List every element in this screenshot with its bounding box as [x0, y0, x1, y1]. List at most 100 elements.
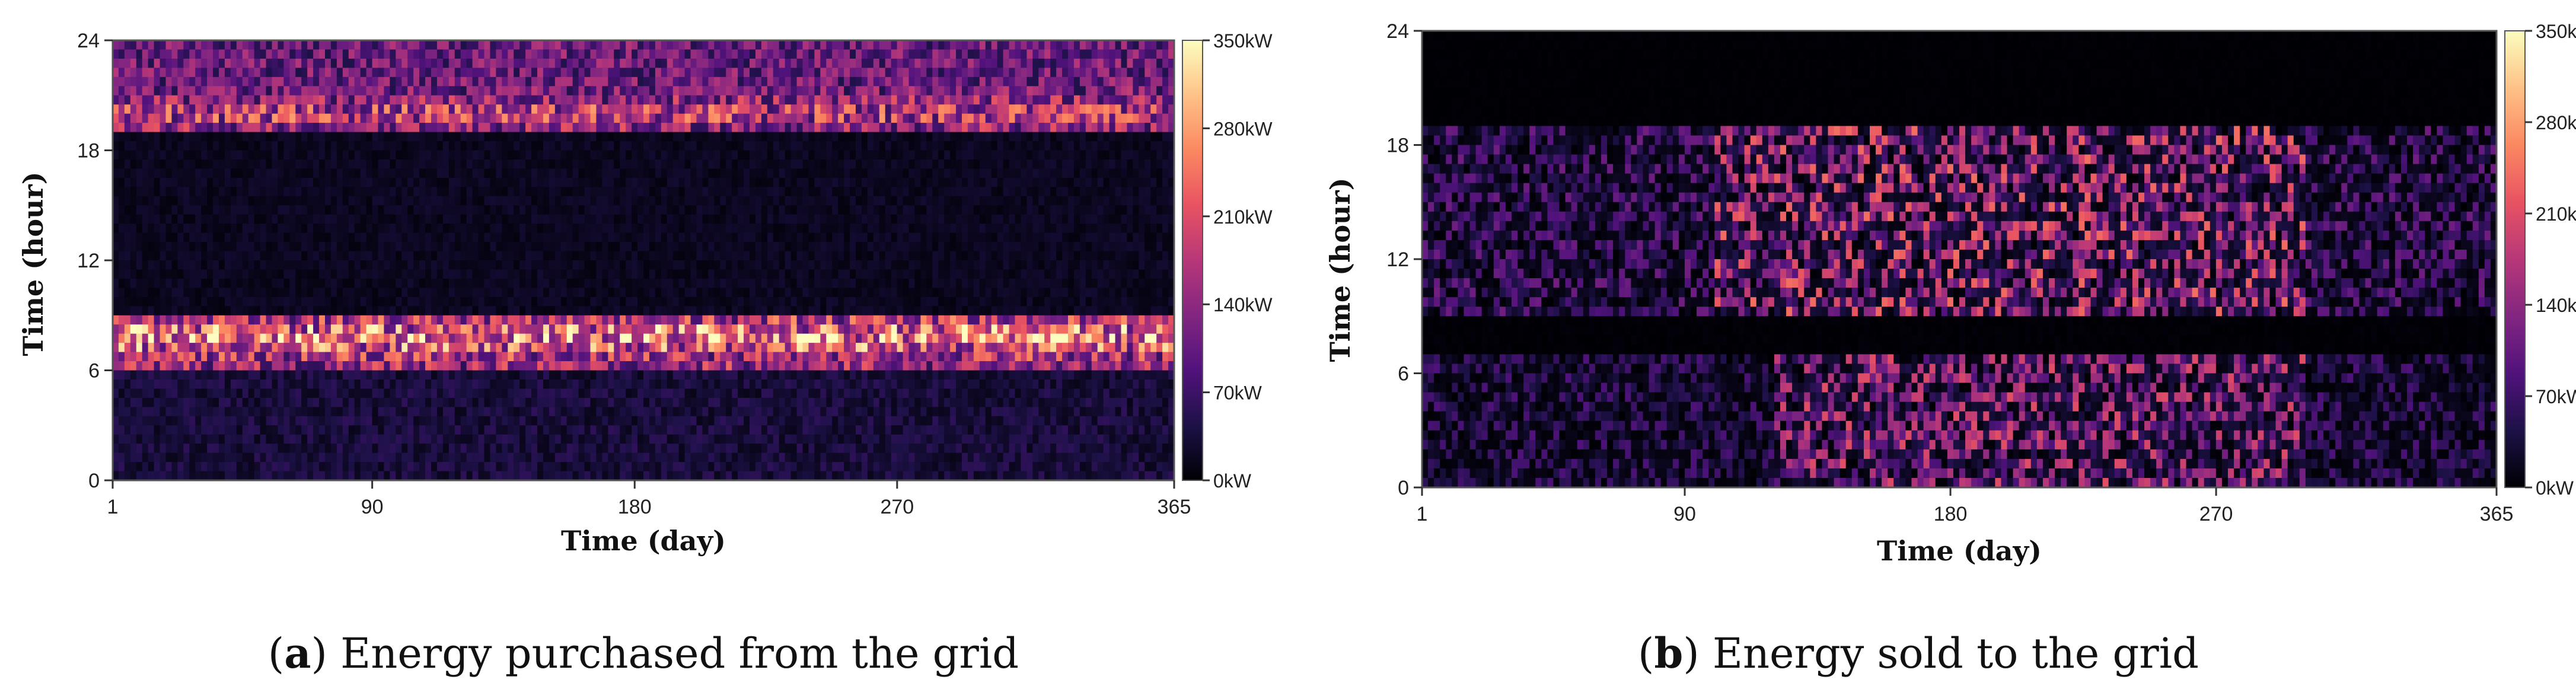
heatmap-cell: [566, 444, 573, 454]
heatmap-cell: [596, 297, 602, 307]
heatmap-cell: [260, 278, 267, 288]
heatmap-cell: [667, 297, 674, 307]
heatmap-cell: [183, 232, 190, 243]
heatmap-cell: [678, 324, 686, 334]
heatmap-cell: [183, 397, 190, 407]
heatmap-cell: [514, 76, 520, 87]
heatmap-cell: [560, 361, 568, 371]
heatmap-cell: [714, 343, 720, 353]
heatmap-cell: [684, 86, 691, 96]
heatmap-cell: [690, 260, 697, 270]
heatmap-cell: [130, 123, 137, 133]
heatmap-cell: [130, 471, 137, 481]
heatmap-cell: [584, 168, 591, 178]
heatmap-cell: [148, 471, 155, 481]
heatmap-cell: [348, 86, 355, 96]
heatmap-cell: [696, 288, 703, 298]
heatmap-cell: [560, 425, 568, 435]
heatmap-cell: [519, 388, 526, 398]
heatmap-cell: [436, 141, 444, 151]
heatmap-cell: [478, 361, 485, 371]
heatmap-cell: [614, 315, 620, 325]
heatmap-cell: [608, 159, 614, 170]
heatmap-cell: [213, 315, 219, 325]
heatmap-cell: [442, 388, 449, 398]
heatmap-cell: [354, 40, 361, 50]
heatmap-cell: [425, 196, 432, 206]
heatmap-cell: [266, 407, 273, 417]
heatmap-cell: [407, 187, 414, 197]
heatmap-cell: [632, 324, 638, 334]
heatmap-cell: [578, 214, 585, 224]
heatmap-cell: [148, 352, 155, 362]
heatmap-cell: [543, 232, 550, 243]
heatmap-cell: [702, 224, 709, 234]
heatmap-cell: [496, 425, 502, 435]
heatmap-cell: [183, 49, 190, 59]
heatmap-cell: [637, 251, 644, 261]
heatmap-cell: [442, 407, 449, 417]
heatmap-cell: [254, 187, 261, 197]
heatmap-cell: [224, 168, 231, 178]
heatmap-cell: [472, 269, 479, 279]
heatmap-cell: [283, 370, 290, 380]
heatmap-cell: [637, 196, 644, 206]
heatmap-cell: [360, 397, 367, 407]
heatmap-cell: [248, 278, 255, 288]
heatmap-cell: [502, 462, 508, 472]
heatmap-cell: [566, 343, 573, 353]
heatmap-cell: [720, 343, 726, 353]
heatmap-cell: [649, 76, 656, 87]
heatmap-cell: [537, 278, 544, 288]
heatmap-cell: [425, 306, 432, 316]
heatmap-cell: [407, 444, 414, 454]
heatmap-cell: [490, 95, 496, 105]
heatmap-cell: [230, 95, 237, 105]
heatmap-cell: [390, 260, 396, 270]
heatmap-cell: [348, 306, 355, 316]
heatmap-cell: [165, 168, 173, 178]
heatmap-cell: [549, 132, 556, 142]
heatmap-cell: [224, 150, 231, 160]
heatmap-cell: [354, 86, 361, 96]
heatmap-cell: [431, 324, 438, 334]
heatmap-cell: [419, 159, 426, 170]
heatmap-cell: [431, 352, 438, 362]
heatmap-cell: [396, 370, 402, 380]
heatmap-cell: [419, 361, 426, 371]
heatmap-cell: [118, 251, 125, 261]
heatmap-cell: [490, 462, 496, 472]
heatmap-cell: [684, 123, 691, 133]
heatmap-cell: [295, 214, 302, 224]
heatmap-cell: [448, 333, 455, 343]
heatmap-cell: [425, 397, 432, 407]
heatmap-cell: [596, 306, 602, 316]
heatmap-cell: [678, 141, 686, 151]
heatmap-cell: [549, 104, 556, 114]
heatmap-cell: [366, 278, 373, 288]
heatmap-cell: [596, 434, 602, 444]
heatmap-cell: [514, 416, 520, 426]
heatmap-cell: [590, 86, 597, 96]
heatmap-cell: [207, 288, 213, 298]
heatmap-cell: [272, 397, 279, 407]
heatmap-cell: [696, 40, 703, 50]
heatmap-cell: [195, 141, 202, 151]
heatmap-cell: [348, 159, 355, 170]
heatmap-cell: [390, 196, 396, 206]
heatmap-cell: [614, 306, 620, 316]
heatmap-cell: [118, 214, 125, 224]
heatmap-cell: [696, 224, 703, 234]
heatmap-cell: [278, 205, 284, 215]
heatmap-cell: [436, 269, 444, 279]
heatmap-cell: [537, 444, 544, 454]
heatmap-cell: [620, 379, 626, 390]
heatmap-cell: [632, 315, 638, 325]
heatmap-cell: [472, 104, 479, 114]
heatmap-cell: [632, 416, 638, 426]
heatmap-cell: [242, 113, 249, 123]
heatmap-cell: [154, 224, 161, 234]
heatmap-cell: [390, 352, 396, 362]
heatmap-cell: [614, 49, 620, 59]
heatmap-cell: [431, 49, 438, 59]
